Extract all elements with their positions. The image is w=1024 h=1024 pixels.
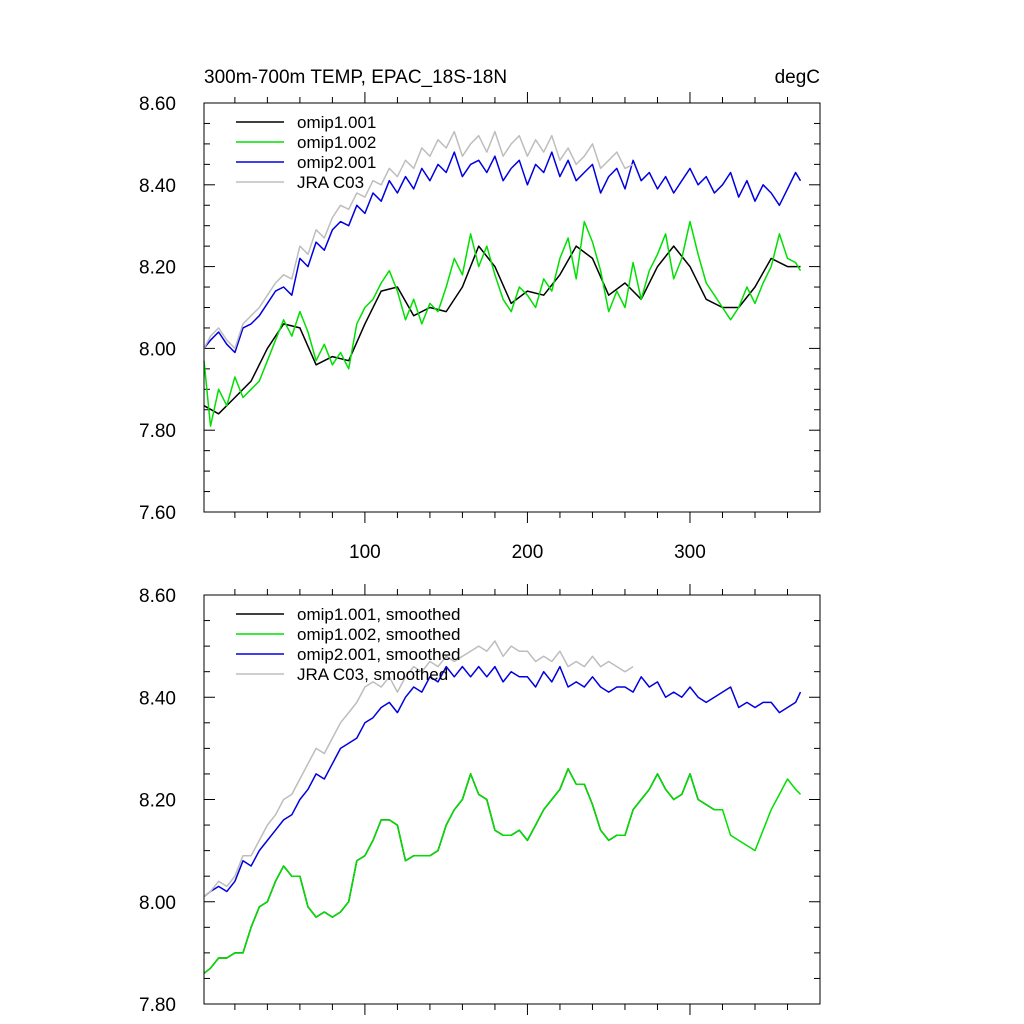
top-series-omip1-002 — [203, 220, 802, 427]
bottom-y-tick-label: 8.00 — [139, 893, 176, 914]
top-y-tick-label: 8.60 — [139, 94, 176, 115]
top-x-tick-label: 200 — [512, 542, 544, 563]
top-legend-label-omip2-001: omip2.001 — [297, 153, 376, 172]
bottom-panel-frame — [203, 594, 821, 1005]
bottom-legend-label-omip1-001-smoothed: omip1.001, smoothed — [297, 605, 461, 624]
top-series-jra-c03 — [203, 130, 634, 350]
top-legend-label-omip1-001: omip1.001 — [297, 113, 376, 132]
bottom-y-tick-label: 8.60 — [139, 586, 176, 607]
bottom-y-tick-label: 7.80 — [139, 995, 176, 1016]
top-panel-series — [203, 130, 802, 427]
top-series-omip2-001 — [203, 151, 802, 354]
top-y-tick-label: 8.20 — [139, 258, 176, 279]
top-legend-label-jra-c03: JRA C03 — [297, 173, 364, 192]
bottom-y-tick-label: 8.20 — [139, 791, 176, 812]
top-panel-title: 300m-700m TEMP, EPAC_18S-18N — [204, 67, 507, 88]
top-x-tick-label: 300 — [674, 542, 706, 563]
top-y-tick-label: 8.00 — [139, 339, 176, 360]
bottom-legend-label-omip1-002-smoothed: omip1.002, smoothed — [297, 625, 461, 644]
bottom-legend-label-jra-c03-smoothed: JRA C03, smoothed — [297, 665, 448, 684]
bottom-panel-ticks: 7.80 8.00 8.20 8.40 8.60 — [139, 584, 820, 1016]
bottom-series-omip1-002-smoothed — [203, 768, 802, 974]
top-y-tick-label: 8.40 — [139, 176, 176, 197]
bottom-panel: 7.80 8.00 8.20 8.40 8.60 omip1.001, smoothed… — [139, 584, 821, 1016]
bottom-series-jra-c03-smoothed — [203, 640, 634, 898]
top-series-omip1-001 — [203, 245, 801, 415]
top-y-tick-label: 7.80 — [139, 421, 176, 442]
top-panel-frame — [203, 102, 821, 513]
bottom-legend-label-omip2-001-smoothed: omip2.001, smoothed — [297, 645, 461, 664]
bottom-y-tick-label: 8.40 — [139, 688, 176, 709]
top-x-tick-label: 100 — [349, 542, 381, 563]
bottom-series-omip2-001-smoothed — [203, 665, 802, 898]
top-panel: 300m-700m TEMP, EPAC_18S-18N degC 7.607.… — [139, 67, 821, 563]
top-panel-ticks: 7.60 7.80 8.00 8.20 8.40 8.60 100 200 300 — [139, 92, 820, 563]
top-y-tick-label: 7.60 — [139, 503, 176, 524]
top-panel-units: degC — [775, 67, 820, 88]
top-legend-label-omip1-002: omip1.002 — [297, 133, 376, 152]
bottom-panel-series — [203, 640, 802, 974]
